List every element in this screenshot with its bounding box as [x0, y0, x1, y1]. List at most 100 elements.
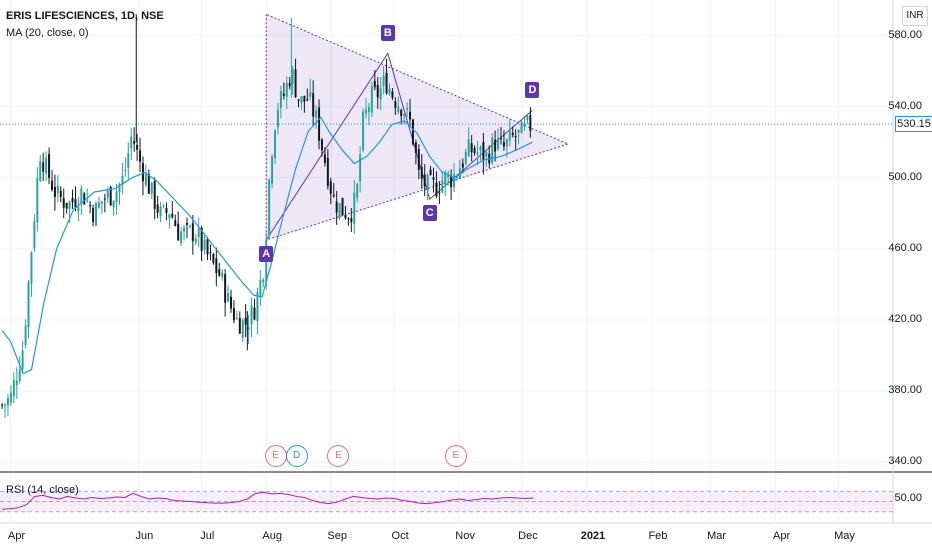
candle-body — [529, 114, 532, 131]
candle-body — [177, 223, 180, 241]
candle-body — [153, 180, 156, 209]
candle-body — [505, 139, 508, 147]
candle-body — [414, 142, 417, 154]
candle-body — [115, 191, 118, 203]
candle-body — [238, 317, 241, 334]
y-tick-label: 580.00 — [888, 28, 922, 41]
candle-body — [500, 138, 503, 140]
candle-body — [329, 181, 332, 194]
candle-body — [297, 99, 300, 101]
candle-body — [24, 325, 27, 346]
candle-body — [291, 68, 294, 85]
candle-body — [350, 218, 353, 223]
candle-body — [62, 198, 65, 208]
candle-body — [511, 132, 514, 136]
candle-body — [403, 114, 406, 116]
candle-body — [444, 171, 447, 185]
pattern-point-b[interactable]: B — [380, 25, 395, 42]
candle-body — [180, 231, 183, 243]
candle-body — [353, 192, 356, 225]
candle-body — [271, 156, 274, 184]
candle-body — [92, 207, 95, 223]
candle-body — [127, 153, 130, 168]
candle-body — [244, 317, 247, 325]
candle-body — [18, 369, 21, 382]
candle-body — [367, 107, 370, 113]
candle-body — [130, 136, 133, 149]
candle-body — [426, 174, 429, 192]
candle-body — [209, 252, 212, 254]
candle-body — [526, 116, 529, 120]
candle-body — [344, 214, 347, 219]
candle-body — [482, 141, 485, 161]
candle-body — [441, 180, 444, 193]
y-tick-label: 500.00 — [888, 170, 922, 183]
candle-body — [312, 93, 315, 117]
candle-body — [112, 200, 115, 208]
x-tick-label: Apr — [773, 530, 791, 542]
candle-body — [42, 162, 45, 172]
candle-body — [338, 203, 341, 218]
candle-body — [141, 163, 144, 182]
abcd-line — [265, 52, 533, 241]
candle-body — [326, 157, 329, 187]
candle-body — [53, 186, 56, 198]
candle-body — [147, 173, 150, 194]
rsi-level-label: 50.00 — [894, 492, 922, 504]
rsi-indicator-label[interactable]: RSI (14, close) — [6, 484, 79, 496]
x-tick-label: 2021 — [580, 530, 606, 542]
x-tick-label: Jun — [135, 530, 154, 542]
candle-body — [279, 91, 282, 108]
candle-body — [274, 130, 277, 159]
candle-body — [56, 185, 59, 194]
candle-body — [435, 182, 438, 197]
pattern-triangle — [265, 13, 570, 241]
currency-button[interactable]: INR — [902, 6, 928, 26]
candle-body — [174, 220, 177, 227]
candle-body — [121, 175, 124, 185]
earnings-badge[interactable]: E — [264, 445, 287, 467]
candle-body — [473, 147, 476, 154]
candle-body — [268, 179, 271, 236]
triangle-pattern — [265, 13, 570, 241]
chart-title: ERIS LIFESCIENCES, 1D, NSE — [6, 10, 164, 22]
candle-body — [109, 186, 112, 206]
candle-body — [36, 177, 39, 223]
candle-body — [136, 144, 139, 150]
candle-body — [323, 154, 326, 163]
candle-body — [406, 107, 409, 110]
candle-body — [12, 380, 15, 397]
y-tick-label: 420.00 — [888, 313, 922, 325]
x-tick-label: Feb — [648, 530, 668, 542]
candle-body — [200, 227, 203, 251]
candle-body — [467, 138, 470, 157]
x-tick-label: Mar — [707, 530, 727, 542]
candle-body — [133, 141, 136, 144]
candle-body — [106, 190, 109, 198]
candle-body — [341, 197, 344, 216]
candle-body — [95, 203, 98, 226]
x-tick-label: Apr — [7, 530, 26, 542]
earnings-badge[interactable]: E — [327, 445, 350, 467]
pattern-point-d[interactable]: D — [525, 82, 540, 99]
candle-body — [373, 80, 376, 88]
candle-body — [185, 223, 188, 225]
y-tick-label: 380.00 — [888, 384, 922, 397]
candle-body — [224, 274, 227, 303]
candle-body — [470, 143, 473, 153]
candle-body — [438, 192, 441, 194]
pattern-point-c[interactable]: C — [422, 205, 437, 222]
candle-body — [197, 228, 200, 238]
candle-body — [191, 223, 194, 242]
candle-body — [485, 152, 488, 157]
candle-body — [300, 96, 303, 103]
candle-body — [388, 88, 391, 94]
dividend-badge[interactable]: D — [285, 445, 308, 467]
pattern-point-a[interactable]: A — [259, 246, 274, 262]
earnings-badge[interactable]: E — [444, 445, 467, 467]
ma-indicator-label[interactable]: MA (20, close, 0) — [6, 27, 89, 39]
candle-body — [235, 317, 238, 319]
candle-body — [27, 281, 30, 328]
candle-body — [423, 174, 426, 187]
